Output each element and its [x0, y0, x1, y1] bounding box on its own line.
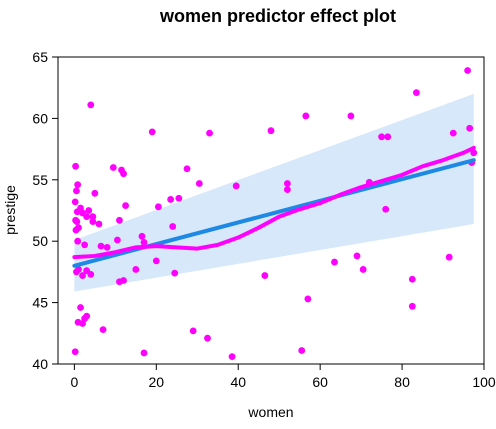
x-tick-label: 0	[70, 374, 78, 390]
x-tick-label: 100	[472, 374, 496, 390]
data-point	[72, 226, 80, 234]
data-point	[87, 270, 95, 278]
data-point	[77, 304, 84, 311]
data-point	[353, 252, 361, 260]
data-point	[120, 170, 127, 178]
data-point	[267, 127, 275, 135]
data-point	[103, 243, 111, 251]
data-point	[71, 198, 79, 206]
data-point	[73, 218, 81, 225]
data-point	[175, 194, 183, 202]
data-point	[169, 223, 177, 230]
x-tick-label: 40	[230, 374, 246, 390]
data-point	[140, 349, 148, 357]
data-point	[89, 213, 97, 221]
data-point	[195, 180, 203, 187]
confidence-band-layer	[74, 93, 474, 292]
data-point	[73, 208, 81, 216]
data-point	[171, 269, 179, 277]
data-point	[347, 112, 355, 120]
data-point	[74, 181, 82, 189]
data-point	[152, 257, 160, 265]
data-point	[89, 218, 97, 225]
data-point	[132, 266, 140, 273]
x-tick-label: 80	[394, 374, 410, 390]
data-point	[449, 129, 457, 137]
y-tick-label: 65	[32, 49, 48, 65]
y-tick-label: 50	[32, 233, 48, 249]
data-point	[470, 149, 478, 157]
data-point	[408, 302, 416, 310]
data-point	[445, 253, 453, 261]
plot-frame	[57, 56, 485, 365]
y-tick-label: 60	[32, 110, 48, 126]
data-point	[464, 67, 472, 74]
x-tick-label: 20	[149, 374, 165, 390]
data-point	[189, 327, 197, 335]
data-point	[232, 182, 240, 190]
data-point	[408, 275, 416, 283]
data-point	[359, 266, 367, 273]
confidence-band	[74, 93, 474, 292]
data-point	[83, 213, 91, 221]
chart-title: women predictor effect plot	[159, 6, 396, 26]
data-point	[283, 186, 291, 194]
data-point	[85, 207, 93, 214]
x-axis-label: women	[247, 404, 293, 420]
data-point	[466, 124, 474, 132]
data-point	[384, 133, 392, 141]
data-point	[298, 347, 306, 354]
y-tick-label: 55	[32, 172, 48, 188]
data-point	[148, 128, 156, 136]
data-point	[116, 216, 123, 224]
axis-ticks-layer: 0 20 40 60 80 100 40 45 50 55 60 65	[32, 49, 495, 390]
data-point	[79, 320, 86, 327]
data-point	[154, 203, 162, 211]
data-point	[302, 112, 310, 120]
data-point	[138, 232, 146, 240]
data-point	[413, 89, 420, 97]
data-point	[81, 241, 89, 249]
y-axis-label: prestige	[2, 185, 18, 235]
data-point	[113, 236, 121, 244]
data-point	[167, 196, 175, 203]
data-point	[116, 278, 123, 286]
data-point	[382, 205, 390, 213]
data-point	[378, 133, 385, 141]
data-point	[72, 162, 80, 170]
data-point	[228, 353, 236, 361]
x-tick-label: 60	[312, 374, 328, 390]
data-point	[71, 348, 79, 356]
data-point	[122, 202, 129, 209]
y-tick-label: 45	[32, 295, 48, 311]
data-point	[91, 189, 99, 197]
data-point	[261, 272, 269, 279]
y-tick-label: 40	[32, 356, 48, 372]
data-point	[204, 334, 211, 342]
data-point	[97, 242, 105, 250]
data-point	[87, 101, 95, 109]
data-point	[75, 266, 82, 273]
smooth-fit-line	[72, 145, 476, 260]
data-point	[331, 258, 338, 266]
fit-lines-layer	[72, 145, 476, 268]
data-point	[206, 129, 213, 137]
data-point	[95, 220, 103, 228]
data-point	[99, 326, 107, 334]
data-point	[109, 164, 117, 171]
data-point	[73, 187, 80, 195]
data-point	[79, 272, 86, 279]
data-point	[74, 237, 82, 245]
data-point	[283, 180, 291, 187]
data-point	[183, 165, 191, 173]
data-point	[140, 239, 148, 246]
data-point	[304, 295, 312, 303]
